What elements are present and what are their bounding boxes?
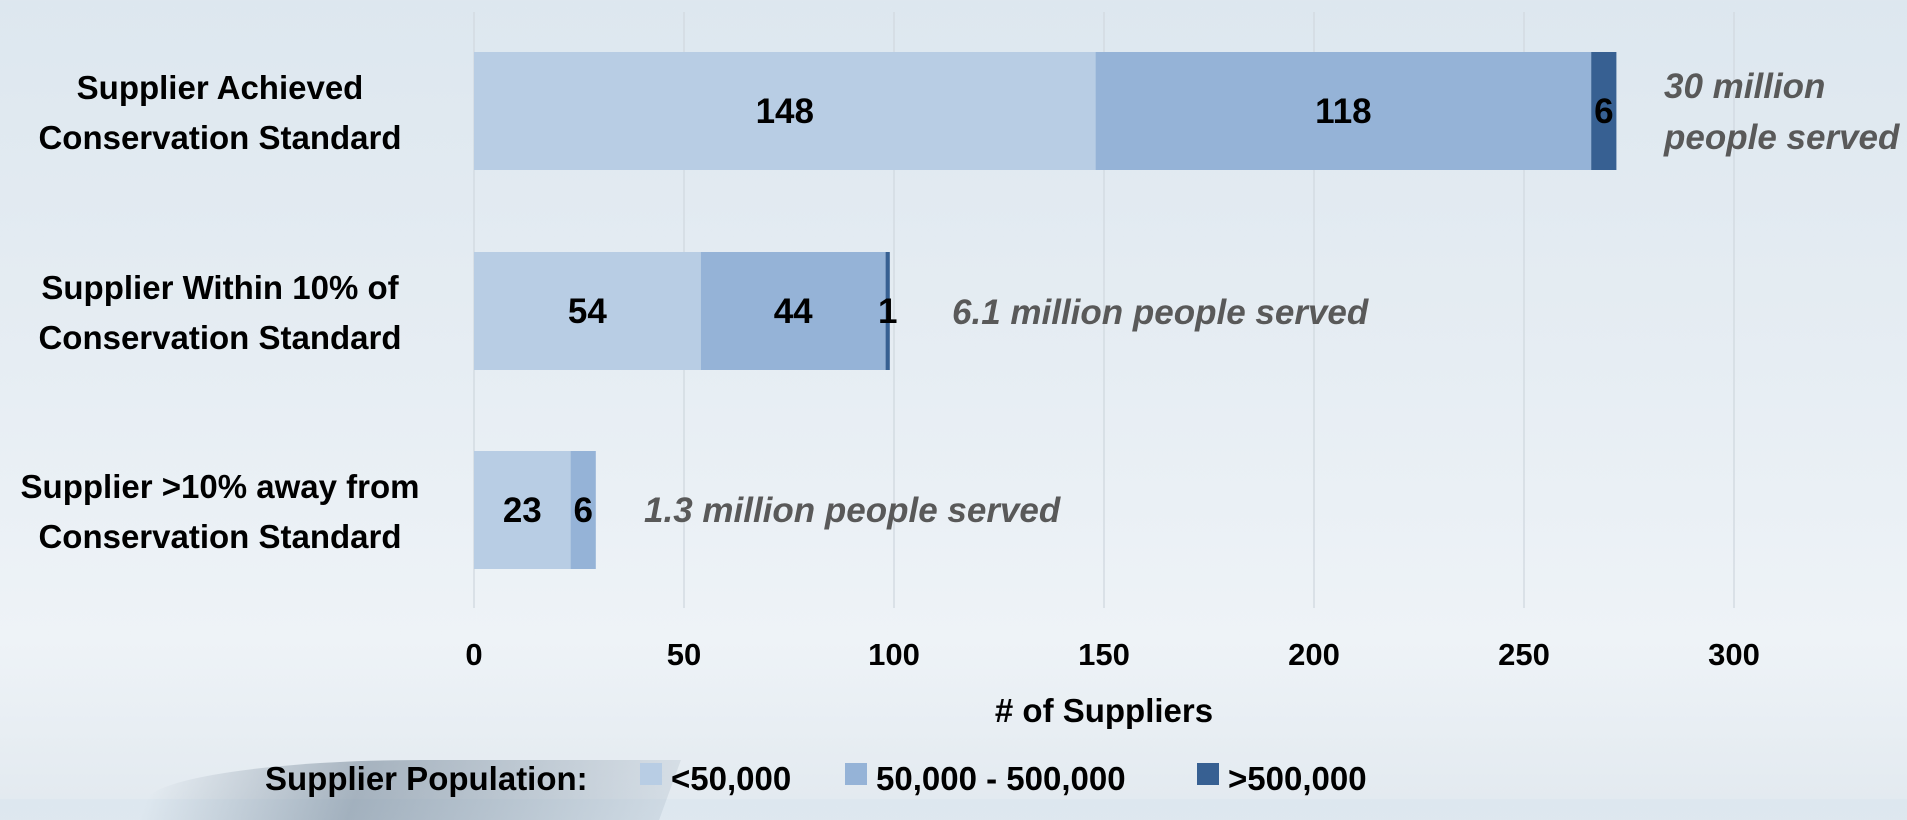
legend-title: Supplier Population: [265,760,588,797]
people-served-annotation: people served [1663,118,1900,157]
legend-entry-label: <50,000 [671,760,791,797]
legend-entry-label: 50,000 - 500,000 [876,760,1126,797]
bar-value-label: 148 [756,92,814,131]
bar-segment [885,252,890,370]
x-tick-label: 300 [1708,637,1760,672]
supplier-conservation-chart: 148 118 6 Supplier Achieved Conservation Sta… [21,12,1900,797]
bar-segment [1591,52,1617,170]
category-label: Conservation Standard [38,119,401,156]
x-tick-label: 150 [1078,637,1130,672]
bar-value-label: 6 [1594,92,1613,131]
x-tick-label: 250 [1498,637,1550,672]
legend-entry-label: >500,000 [1228,760,1367,797]
x-tick-label: 50 [667,637,701,672]
bar-value-label: 44 [774,292,813,331]
x-tick-label: 100 [868,637,920,672]
people-served-annotation: 6.1 million people served [952,293,1369,332]
bar-segment [474,252,701,370]
category-label: Conservation Standard [38,518,401,555]
legend-swatch [845,763,867,785]
bar-segment [570,451,596,569]
category-label: Supplier >10% away from [21,468,420,505]
bar-segment [700,252,886,370]
people-served-annotation: 1.3 million people served [644,491,1061,530]
legend-swatch [1197,763,1219,785]
bar-segment [474,52,1096,170]
bar-value-label: 23 [503,491,542,530]
x-tick-label: 200 [1288,637,1340,672]
bar-value-label: 54 [568,292,607,331]
x-axis-title: # of Suppliers [995,692,1213,729]
chart-root: 148 118 6 Supplier Achieved Conservation Sta… [21,12,1900,820]
bar-value-label: 118 [1315,92,1371,131]
bar-value-label: 6 [573,491,592,530]
category-label: Conservation Standard [38,319,401,356]
people-served-annotation: 30 million [1664,67,1825,106]
category-label: Supplier Within 10% of [41,269,399,306]
bar-segment [1095,52,1592,170]
bar-value-label: 1 [878,292,897,331]
category-label: Supplier Achieved [77,69,364,106]
x-tick-label: 0 [465,637,482,672]
legend-swatch [640,763,662,785]
bar-segment [474,451,571,569]
